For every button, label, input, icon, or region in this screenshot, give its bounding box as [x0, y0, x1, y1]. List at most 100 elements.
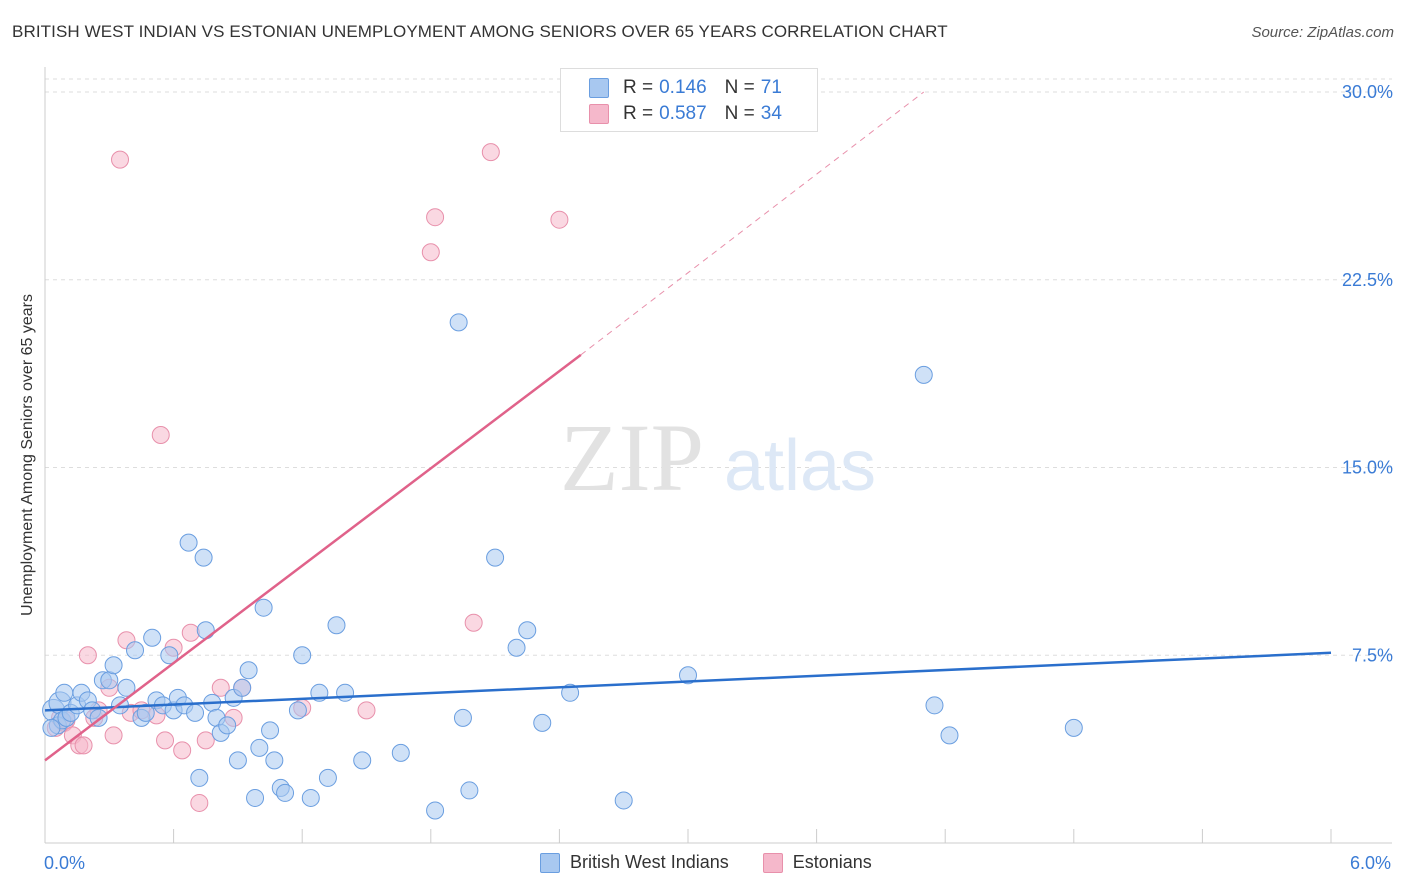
british-west-indians-point: [194, 548, 213, 567]
y-tick-label: 22.5%: [1342, 270, 1393, 290]
british-west-indians-point: [486, 548, 505, 567]
estonians-point: [464, 613, 483, 632]
british-west-indians-point: [254, 598, 273, 617]
british-west-indians-point: [426, 801, 445, 820]
estonians-point: [156, 731, 175, 750]
british-west-indians-point: [100, 671, 119, 690]
british-west-indians-point: [196, 621, 215, 640]
trend-lines: [44, 91, 1332, 762]
n-value: 71: [760, 77, 782, 98]
legend-item-estonians[interactable]: Estonians: [762, 852, 872, 873]
british-west-indians-point: [293, 646, 312, 665]
british-west-indians-point: [301, 788, 320, 807]
british-west-indians-point: [160, 646, 179, 665]
british-west-indians-point: [55, 683, 74, 702]
british-west-indians-point: [143, 628, 162, 647]
estonians-point: [74, 736, 93, 755]
british-west-indians-point: [449, 313, 468, 332]
estonians-point: [78, 646, 97, 665]
estonians-point: [550, 210, 569, 229]
british-west-indians-point: [925, 696, 944, 715]
british-west-indians-point: [318, 768, 337, 787]
correlation-legend: R = 0.146 N = 71 R = 0.587 N = 34: [560, 68, 818, 132]
british-west-indians-point: [104, 656, 123, 675]
estonians-point: [173, 741, 192, 760]
blue-swatch: [540, 852, 560, 873]
british-west-indians-point: [453, 708, 472, 727]
legend-row-blue: R = 0.146 N = 71: [589, 76, 782, 100]
estonians-point: [426, 208, 445, 227]
estonians-point: [111, 150, 130, 169]
estonians-point: [190, 793, 209, 812]
watermark-zip: ZIP: [560, 404, 704, 511]
british-west-indians-point: [460, 781, 479, 800]
pink-trend-line: [44, 353, 582, 762]
legend-item-british-west-indians[interactable]: British West Indians: [540, 852, 729, 873]
british-west-indians-point: [126, 641, 145, 660]
pink-swatch: [762, 852, 783, 873]
british-west-indians-point: [940, 726, 959, 745]
pink-swatch: [589, 104, 609, 124]
british-west-indians-point: [507, 638, 526, 657]
british-west-indians-point: [233, 678, 252, 697]
british-west-indians-point: [327, 616, 346, 635]
british-west-indians-point: [136, 703, 155, 722]
british-west-indians-point: [239, 661, 258, 680]
x-tick-min: 0.0%: [44, 853, 86, 873]
british-west-indians-point: [679, 666, 697, 685]
estonians-point: [151, 425, 170, 444]
chart-title: BRITISH WEST INDIAN VS ESTONIAN UNEMPLOY…: [12, 22, 948, 41]
british-west-indians-point: [614, 791, 633, 810]
y-tick-label: 15.0%: [1342, 458, 1393, 478]
british-west-indians-point: [336, 683, 355, 702]
british-west-indians-point: [533, 713, 552, 732]
series-legend: British West Indians Estonians: [540, 852, 906, 873]
axes: [44, 67, 1392, 844]
n-value: 34: [760, 103, 782, 124]
n-label: N =: [724, 103, 755, 124]
x-tick-max: 6.0%: [1350, 853, 1392, 873]
british-west-indians-point: [391, 743, 410, 762]
r-label: R =: [623, 77, 654, 98]
british-west-indians-point: [117, 678, 136, 697]
blue-trend-line: [44, 651, 1332, 712]
british-west-indians-point: [288, 701, 307, 720]
british-west-indians-point: [246, 788, 265, 807]
y-tick-label: 7.5%: [1352, 645, 1393, 665]
y-tick-labels: 7.5% 15.0% 22.5% 30.0%: [1342, 82, 1393, 665]
legend-row-pink: R = 0.587 N = 34: [589, 102, 782, 126]
british-west-indians-point: [276, 783, 295, 802]
british-west-indians-point: [228, 751, 247, 770]
blue-swatch: [589, 78, 609, 98]
estonians-point: [357, 701, 376, 720]
british-west-indians-point: [218, 716, 237, 735]
estonians-point: [481, 143, 500, 162]
estonians-point: [421, 243, 440, 262]
british-west-indians-point: [250, 738, 269, 757]
estonians-point: [181, 623, 200, 642]
r-value: 0.146: [659, 77, 707, 98]
british-west-indians-point: [353, 751, 372, 770]
r-label: R =: [623, 103, 654, 124]
british-west-indians-point: [190, 768, 209, 787]
british-west-indians-point: [265, 751, 284, 770]
y-tick-label: 30.0%: [1342, 82, 1393, 102]
british-west-indians-point: [1064, 718, 1083, 737]
estonians-point: [196, 731, 215, 750]
british-west-indians-point: [561, 683, 580, 702]
estonians-point: [211, 678, 230, 697]
legend-label: British West Indians: [570, 852, 729, 872]
british-west-indians-point: [914, 365, 933, 384]
legend-label: Estonians: [792, 852, 872, 872]
british-west-indians-point: [518, 621, 537, 640]
n-label: N =: [724, 77, 755, 98]
gridlines: [45, 78, 1392, 656]
estonians-point: [104, 726, 123, 745]
r-value: 0.587: [659, 103, 707, 124]
watermark-atlas: atlas: [724, 426, 876, 506]
british-west-indians-point: [42, 718, 61, 737]
source-label: Source: ZipAtlas.com: [1251, 24, 1394, 41]
british-west-indians-point: [179, 533, 198, 552]
british-west-indians-point: [186, 703, 205, 722]
